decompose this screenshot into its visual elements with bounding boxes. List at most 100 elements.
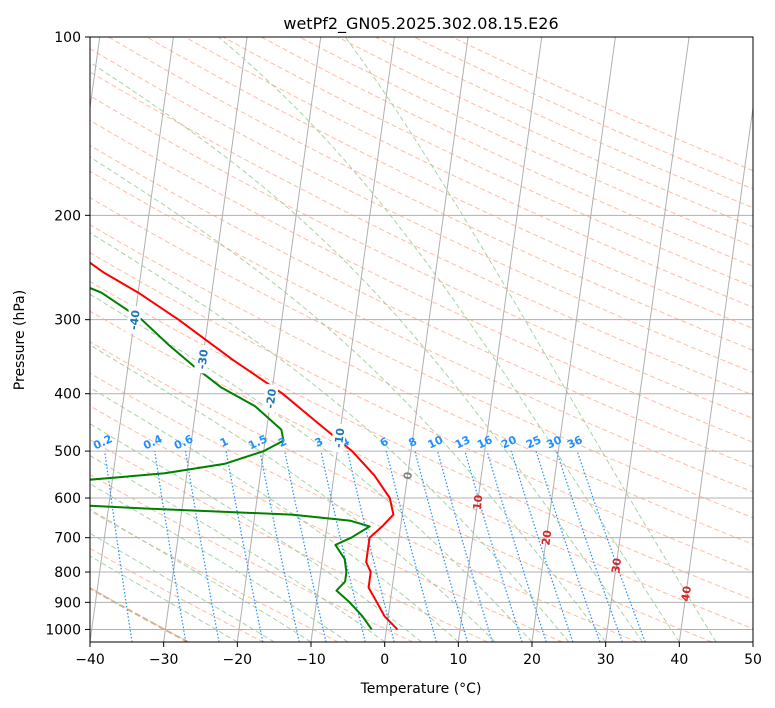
dry-adiabat-line [90, 197, 753, 519]
temperature-profile-line [90, 261, 399, 631]
mixing-ratio-line [284, 450, 327, 642]
isotherm-label: -10 [332, 427, 348, 449]
mixing-ratio-line [555, 450, 623, 642]
isotherm-line [384, 37, 469, 642]
mixing-ratio-line [225, 450, 264, 642]
x-tick-label: −10 [296, 652, 326, 668]
dewpoint-profile-line [90, 286, 373, 630]
dry-adiabat-line [184, 37, 753, 308]
dry-adiabat-line [337, 37, 753, 228]
mixing-ratio-label: 8 [406, 435, 418, 450]
isotherm-label-bg [0, 226, 6, 256]
moist-adiabat-line [90, 344, 496, 642]
mixing-ratio-label: 25 [524, 433, 543, 451]
chart-title: wetPf2_GN05.2025.302.08.15.E26 [283, 14, 558, 34]
moist-adiabat-line [218, 37, 680, 642]
dry-adiabat-line [90, 144, 753, 468]
moist-adiabat-line [344, 37, 717, 642]
x-tick-label: −30 [149, 652, 179, 668]
mixing-ratio-line [576, 450, 646, 642]
isotherm-label: 0 [401, 471, 415, 481]
x-axis-label: Temperature (°C) [360, 681, 482, 697]
isotherm-label-bg [262, 383, 279, 414]
isotherm-label: 10 [471, 494, 486, 511]
mixing-ratio-label: 2 [276, 435, 288, 450]
mixing-ratio-line [535, 450, 601, 642]
isotherm-label: -50 [59, 270, 75, 292]
moist-adiabat-line [90, 156, 607, 642]
mixing-ratio-line [414, 450, 469, 642]
isotherm-label: 30 [609, 557, 624, 574]
x-tick-label: 30 [597, 652, 615, 668]
y-tick-label: 300 [54, 313, 81, 329]
moist-adiabat-line [90, 61, 643, 642]
x-tick-label: −40 [75, 652, 105, 668]
mixing-ratio-label: 36 [565, 433, 585, 451]
mixing-ratio-line [104, 451, 133, 642]
x-tick-label: 0 [380, 652, 389, 668]
isotherm-line [90, 37, 174, 642]
axes: −40 −30 −20 −10 0 10 20 30 40 5010020030040050060… [45, 30, 762, 668]
x-tick-label: 50 [744, 652, 762, 668]
isotherm-line [752, 638, 753, 642]
moist-adiabat-line [90, 423, 422, 642]
y-tick-label: 200 [54, 208, 81, 224]
dry-adiabat-line [90, 224, 753, 545]
y-tick-label: 600 [54, 491, 81, 507]
dry-adiabat-line [146, 37, 753, 330]
x-tick-label: 40 [670, 652, 688, 668]
dry-adiabat-line [90, 439, 488, 642]
mixing-ratio-label: 16 [475, 433, 495, 451]
mixing-ratio-line [437, 450, 493, 642]
isotherm-label-bg [330, 423, 347, 453]
isotherm-label-bg [125, 305, 143, 335]
dry-adiabat-line [90, 71, 753, 396]
dry-adiabat-line [90, 372, 638, 642]
moist-adiabat-line [90, 532, 275, 642]
mixing-ratio-label: 10 [426, 433, 446, 451]
y-tick-label: 800 [54, 565, 81, 581]
dry-adiabat-line [90, 474, 414, 642]
dry-adiabat-line [90, 280, 753, 601]
plot-frame [89, 36, 754, 643]
boundary-adiabat-line [90, 587, 189, 642]
isotherm-label-bg [193, 344, 211, 374]
mixing-ratio-line [184, 451, 220, 642]
isotherm-line [457, 37, 543, 642]
mixing-ratio-line [464, 450, 523, 642]
isotherm-line [236, 37, 322, 642]
dry-adiabat-line [90, 48, 753, 373]
dry-adiabat-line [90, 341, 712, 642]
isotherm-label: 20 [539, 529, 554, 546]
moist-adiabat-line [90, 232, 570, 642]
mixing-ratio-line [259, 450, 300, 642]
isotherm-label: -60 [0, 230, 6, 252]
dry-adiabat-line [90, 405, 563, 642]
isotherm-line [310, 37, 395, 642]
mixing-ratio-line [154, 451, 187, 642]
x-tick-label: 10 [449, 652, 467, 668]
mixing-ratio-line [486, 450, 547, 642]
y-tick-label: 900 [54, 595, 81, 611]
isotherm-line [531, 37, 616, 642]
mixing-ratio-label: 6 [378, 435, 391, 450]
dry-adiabat-line [375, 37, 753, 209]
mixing-ratio-label: 13 [453, 433, 472, 451]
dry-adiabat-line [90, 310, 753, 630]
y-tick-label: 500 [54, 444, 81, 460]
moist-adiabat-line [90, 293, 533, 642]
x-tick-label: −20 [223, 652, 253, 668]
dry-adiabat-line [90, 252, 753, 573]
dry-adiabat-line [90, 510, 339, 642]
isotherm-label: 40 [679, 585, 694, 602]
y-tick-label: 1000 [45, 622, 81, 638]
isotherm-label: -30 [195, 348, 211, 370]
isotherm-label: -20 [264, 388, 280, 410]
background-grid [90, 37, 753, 642]
dry-adiabat-line [90, 170, 753, 493]
y-tick-label: 700 [54, 531, 81, 547]
mixing-ratio-label: 0.2 [91, 432, 114, 452]
moist-adiabat-line [90, 555, 238, 642]
mixing-ratio-label: 30 [544, 433, 564, 451]
dry-adiabat-line [299, 37, 753, 247]
